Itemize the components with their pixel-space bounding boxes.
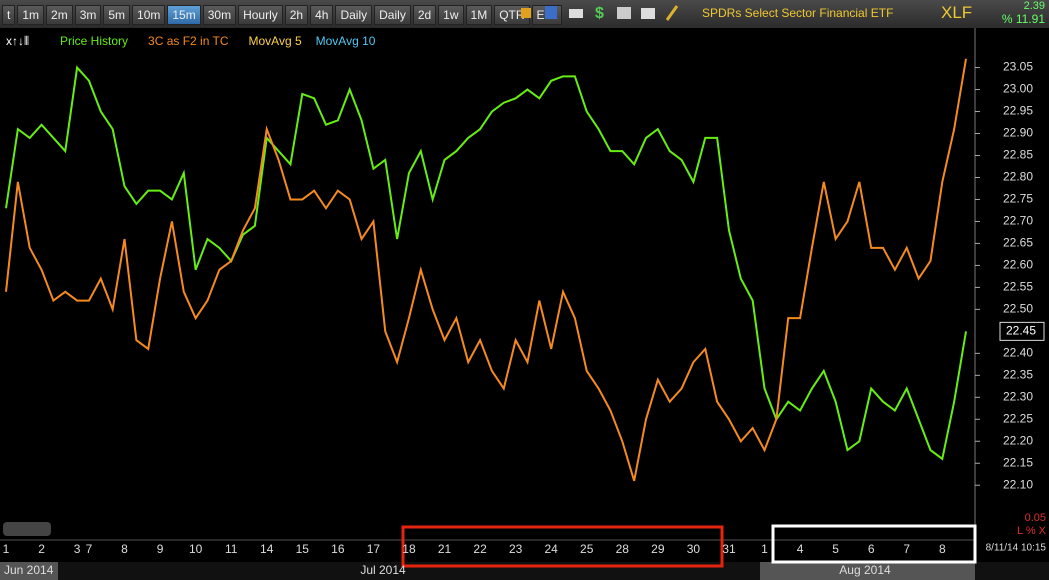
y-tick-label: 22.25 [1003,411,1033,425]
scale-step: 0.05 [1025,512,1046,524]
y-tick-label: 22.95 [1003,104,1033,118]
background [0,28,1049,580]
month-label: Aug 2014 [839,563,891,577]
x-tick-label: 16 [331,542,345,556]
x-tick-label: 24 [545,542,559,556]
highlight-box [401,525,724,568]
svg-text:$: $ [595,5,604,22]
timeframe-button[interactable]: 2m [46,5,73,25]
timeframe-button[interactable]: 1w [438,5,464,25]
timeframe-button[interactable]: 3m [74,5,102,25]
x-tick-label: 23 [509,542,523,556]
y-tick-label: 22.80 [1003,170,1033,184]
timeframe-button[interactable]: Daily [335,5,373,25]
symbol: XLF [941,3,973,22]
timeframe-button[interactable]: 2h [284,5,309,25]
timeframe-button[interactable]: 30m [202,5,237,25]
x-tick-label: 7 [903,542,910,556]
x-tick-label: 29 [651,542,665,556]
y-tick-label: 22.75 [1003,192,1033,206]
series-line [5,65,967,461]
timeframe-button[interactable]: Hourly [238,5,283,25]
x-tick-label: 6 [868,542,875,556]
y-tick-label: 22.40 [1003,346,1033,360]
title: SPDRs Select Sector Financial ETF [702,6,894,20]
y-tick-label: 22.70 [1003,214,1033,228]
y-tick-label: 22.85 [1003,148,1033,162]
toolbar-icons: $ [521,5,679,22]
y-tick-label: 22.55 [1003,280,1033,294]
x-tick-label: 3 [74,542,81,556]
x-tick-label: 31 [722,542,736,556]
x-tick-label: 15 [296,542,310,556]
y-tick-label: 22.15 [1003,455,1033,469]
y-tick-label: 23.05 [1003,60,1033,74]
timeframe-button[interactable]: 1m [17,5,45,25]
timeframe-button[interactable]: 15m [167,5,201,25]
x-tick-label: 8 [939,542,946,556]
scale-mode: L % X [1017,525,1047,537]
highlight-box [771,524,977,564]
x-tick-label: 22 [473,542,487,556]
y-tick-label: 22.20 [1003,433,1033,447]
y-tick-label: 22.30 [1003,389,1033,403]
y-tick-label: 22.60 [1003,258,1033,272]
y-tick-label: 22.50 [1003,302,1033,316]
last-price-box [999,321,1045,341]
x-tick-label: 30 [687,542,701,556]
timeframe-button[interactable]: QTR [494,5,530,25]
x-tick-label: 17 [367,542,381,556]
x-tick-label: 28 [616,542,630,556]
timestamp: 8/11/14 10:15 [986,543,1047,554]
month-label: Jul 2014 [360,563,406,577]
x-tick-label: 7 [86,542,93,556]
legend-entry: MovAvg 5 [249,34,302,48]
month-box [0,562,58,580]
change: 2.39 [1023,0,1045,12]
timeframe-buttons: t 1m 2m 3m 5m 10m 15m 30m Hourly 2h 4h Daily Daily 2d… [2,5,563,25]
x-tick-label: 1 [761,542,768,556]
x-tick-label: 21 [438,542,452,556]
timeframe-button[interactable]: 10m [132,5,166,25]
change-pct: % 11.91 [1001,12,1045,26]
month-box [760,562,975,580]
timeframe-button[interactable]: Daily [374,5,411,25]
y-tick-label: 22.65 [1003,236,1033,250]
timeframe-button[interactable]: 4h [310,5,334,25]
y-tick-label: 23.00 [1003,82,1033,96]
x-tick-label: 25 [580,542,594,556]
month-label: Jun 2014 [4,563,54,577]
x-tick-label: 4 [797,542,804,556]
last-price-label: 22.45 [1006,324,1036,338]
y-tick-label: 22.35 [1003,367,1033,381]
timeframe-button[interactable]: 2d [412,5,437,25]
x-tick-label: 2 [38,542,45,556]
x-tick-label: 8 [121,542,128,556]
legend-icons: x↑↓⫴ [6,34,29,48]
legend-entry: 3C as F2 in TC [148,34,229,48]
timeframe-button[interactable]: 5m [103,5,131,25]
x-tick-label: 11 [225,542,238,556]
legend-entry: Price History [60,34,128,48]
x-tick-label: 9 [157,542,164,556]
x-tick-label: 14 [260,542,274,556]
x-tick-label: 18 [402,542,416,556]
y-tick-label: 22.90 [1003,126,1033,140]
scroll-button[interactable] [3,522,51,536]
toolbar: t 1m 2m 3m 5m 10m 15m 30m Hourly 2h 4h Daily Daily 2d… [0,0,1049,28]
x-tick-label: 1 [3,542,10,556]
x-tick-label: 5 [832,542,839,556]
y-tick-label: 22.10 [1003,477,1033,491]
x-tick-label: 10 [189,542,203,556]
series-line [5,58,967,482]
timeframe-button[interactable]: 1M [465,5,493,25]
timeframe-button[interactable]: t [2,5,16,25]
legend-entry: MovAvg 10 [316,34,376,48]
